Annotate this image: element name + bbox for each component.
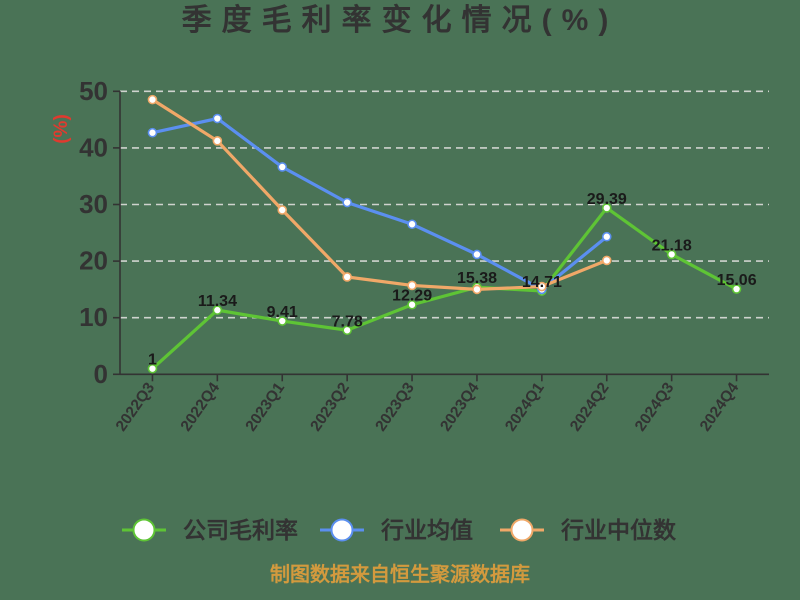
svg-text:40: 40 xyxy=(79,133,108,163)
svg-text:14.71: 14.71 xyxy=(522,274,562,291)
svg-text:29.39: 29.39 xyxy=(587,191,627,208)
svg-text:季度毛利率变化情况(%): 季度毛利率变化情况(%) xyxy=(182,3,619,37)
svg-text:15.06: 15.06 xyxy=(717,272,757,289)
svg-text:15.38: 15.38 xyxy=(457,270,497,287)
svg-text:制图数据来自恒生聚源数据库: 制图数据来自恒生聚源数据库 xyxy=(270,562,530,586)
svg-text:20: 20 xyxy=(79,246,108,276)
svg-text:1: 1 xyxy=(148,352,157,369)
svg-text:11.34: 11.34 xyxy=(198,293,237,310)
svg-text:9.41: 9.41 xyxy=(267,304,298,321)
svg-text:10: 10 xyxy=(79,302,108,332)
svg-text:50: 50 xyxy=(79,76,108,106)
svg-text:12.29: 12.29 xyxy=(392,288,432,305)
svg-text:(%): (%) xyxy=(51,114,72,144)
svg-text:21.18: 21.18 xyxy=(652,237,692,254)
svg-text:0: 0 xyxy=(94,359,108,389)
svg-text:公司毛利率: 公司毛利率 xyxy=(183,517,298,543)
svg-text:30: 30 xyxy=(79,189,108,219)
svg-text:行业均值: 行业均值 xyxy=(380,517,473,543)
svg-text:行业中位数: 行业中位数 xyxy=(560,517,677,543)
svg-text:7.78: 7.78 xyxy=(332,313,363,330)
